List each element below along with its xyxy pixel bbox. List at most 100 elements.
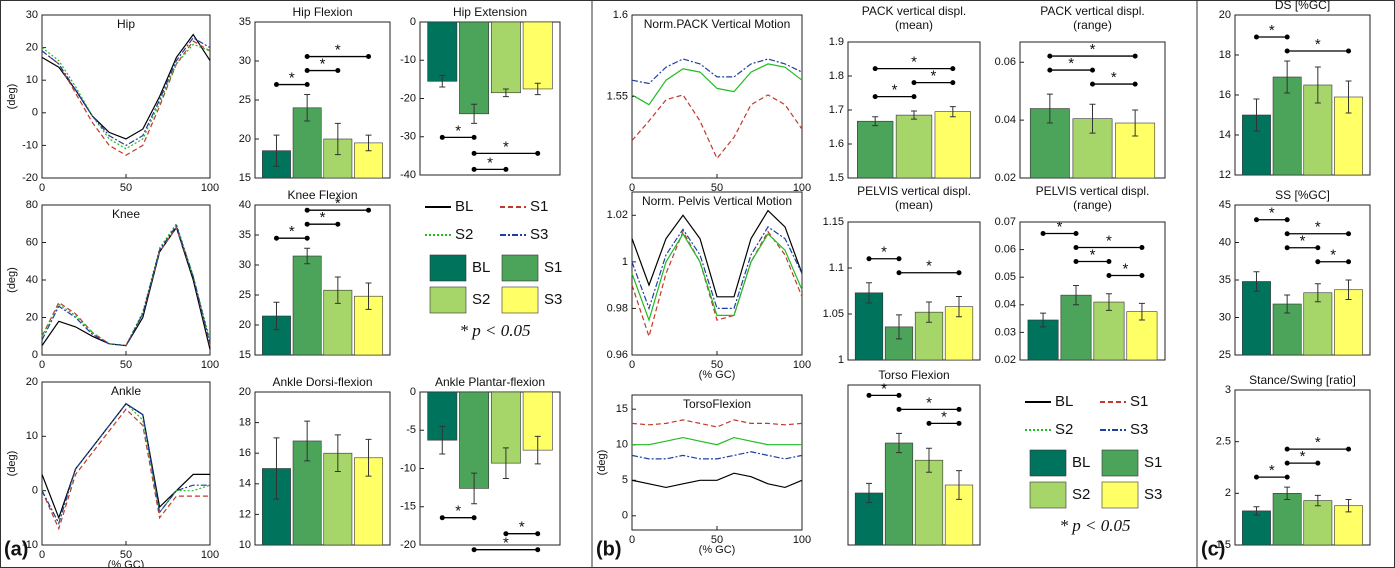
chart-title: Knee	[112, 207, 140, 221]
significance-label: *	[320, 56, 326, 73]
bar	[914, 459, 944, 546]
significance-dot	[471, 134, 477, 140]
legend-swatch	[1101, 481, 1139, 509]
significance-note: * p < 0.05	[460, 321, 531, 340]
error-bar	[1253, 506, 1260, 516]
legend-label: S2	[455, 226, 473, 243]
y-tick-label: 80	[26, 199, 38, 211]
significance-dot	[911, 94, 917, 100]
y-tick-label: 25	[1219, 349, 1231, 361]
bar	[1093, 301, 1125, 361]
chart-title: Torso Flexion	[878, 368, 949, 382]
line-series	[41, 402, 210, 520]
chart-title: Ankle	[111, 384, 141, 398]
legend-label: S2	[1072, 486, 1090, 503]
line-series	[41, 37, 211, 147]
error-bar	[334, 122, 341, 156]
chart-title: PACK vertical displ.	[862, 4, 966, 18]
error-bar	[896, 314, 902, 340]
significance-dot	[1346, 259, 1352, 265]
significance-dot	[1284, 231, 1290, 237]
error-bar	[304, 247, 311, 265]
legend-swatch	[429, 254, 467, 282]
x-tick-label: 50	[120, 359, 132, 371]
significance-label: *	[1123, 260, 1129, 277]
error-bar	[1253, 98, 1260, 132]
y-tick-label: 25	[239, 289, 251, 301]
significance-dot	[896, 392, 902, 398]
y-tick-label: 20	[239, 133, 251, 145]
significance-dot	[1346, 446, 1352, 452]
chart-title: (mean)	[895, 18, 933, 32]
y-tick-label: 1.5	[1216, 539, 1231, 551]
y-tick-label: -15	[400, 501, 416, 513]
y-tick-label: 20	[239, 386, 251, 398]
significance-dot	[1253, 474, 1259, 480]
significance-dot	[1106, 272, 1112, 278]
significance-dot	[1346, 231, 1352, 237]
significance-label: *	[1330, 247, 1336, 264]
chart-title: Hip Flexion	[292, 5, 352, 19]
significance-label: *	[1300, 448, 1306, 465]
x-tick-label: 100	[201, 182, 219, 194]
legend-swatch	[501, 254, 539, 282]
significance-dot	[335, 221, 341, 227]
y-tick-label: 1.02	[607, 209, 628, 221]
y-tick-label: -10	[400, 462, 416, 474]
significance-dot	[1253, 217, 1259, 223]
bar	[292, 255, 322, 356]
y-axis-label: (deg)	[596, 450, 608, 476]
significance-label: *	[926, 394, 932, 411]
significance-dot	[896, 406, 902, 412]
significance-dot	[1284, 34, 1290, 40]
y-tick-label: 60	[26, 236, 38, 248]
y-axis-label: (deg)	[6, 84, 18, 110]
legend-label: S1	[1130, 393, 1148, 410]
line-series	[41, 408, 210, 531]
error-bar	[439, 425, 446, 455]
significance-label: *	[1106, 232, 1112, 249]
y-tick-label: 30	[239, 55, 251, 67]
chart-title: Knee Flexion	[287, 188, 357, 202]
bar	[1334, 289, 1363, 356]
significance-dot	[1090, 81, 1095, 87]
y-tick-label: -20	[400, 539, 416, 551]
significance-dot	[304, 68, 310, 74]
y-tick-label: 35	[239, 16, 251, 28]
y-tick-label: 20	[26, 311, 38, 323]
significance-dot	[273, 82, 279, 88]
y-tick-label: -5	[406, 424, 416, 436]
y-tick-label: 0.04	[995, 114, 1016, 126]
y-tick-label: 1.5	[829, 172, 844, 184]
significance-dot	[1132, 53, 1138, 59]
chart-title: PELVIS vertical displ.	[1036, 184, 1150, 198]
significance-dot	[1106, 258, 1112, 264]
y-tick-label: 0.02	[995, 172, 1016, 184]
y-tick-label: 20	[26, 42, 38, 54]
y-tick-label: 1	[838, 354, 844, 366]
legend-label: S3	[1144, 486, 1162, 503]
x-tick-label: 50	[120, 182, 132, 194]
line-series	[41, 402, 210, 525]
chart-title: PELVIS vertical displ.	[857, 184, 971, 198]
significance-label: *	[335, 195, 341, 212]
y-tick-label: -40	[400, 169, 416, 181]
significance-label: *	[1315, 36, 1321, 53]
error-bar	[1138, 302, 1145, 321]
significance-dot	[535, 547, 541, 553]
legend-label: S1	[544, 259, 562, 276]
error-bar	[896, 432, 902, 454]
significance-dot	[439, 515, 445, 521]
legend-label: S2	[1055, 421, 1073, 438]
y-tick-label: 0.02	[995, 354, 1016, 366]
significance-dot	[304, 82, 310, 88]
significance-dot	[956, 270, 962, 276]
significance-dot	[872, 94, 878, 100]
significance-label: *	[1090, 41, 1096, 58]
y-tick-label: 0.06	[995, 244, 1016, 256]
x-tick-label: 100	[201, 359, 219, 371]
plot-frame	[847, 384, 981, 546]
significance-dot	[866, 392, 872, 398]
plot-frame	[254, 391, 391, 546]
